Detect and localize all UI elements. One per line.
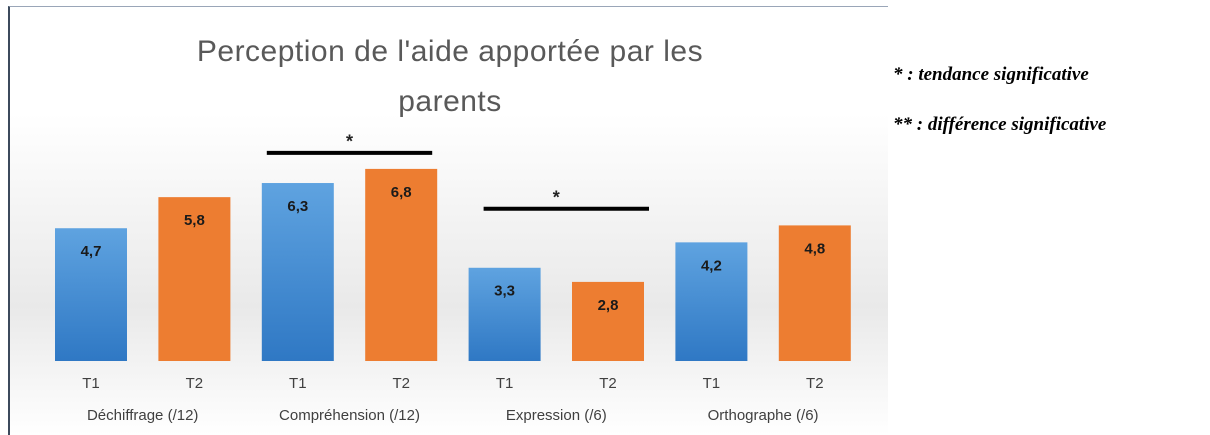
bar — [572, 281, 644, 361]
value-label: 4,7 — [81, 243, 102, 260]
bar — [158, 197, 231, 361]
x-group-label: Compréhension (/12) — [279, 407, 420, 424]
value-label: 5,8 — [184, 212, 205, 229]
significance-mark: * — [553, 188, 560, 208]
bar — [778, 225, 851, 361]
value-label: 4,2 — [701, 257, 722, 274]
x-tick-label: T1 — [289, 375, 307, 392]
value-label: 3,3 — [494, 283, 515, 300]
x-tick-label: T2 — [392, 375, 410, 392]
x-group-label: Déchiffrage (/12) — [87, 407, 198, 424]
value-label: 4,8 — [804, 240, 825, 257]
x-tick-label: T1 — [703, 375, 721, 392]
x-group-label: Expression (/6) — [506, 407, 607, 424]
bar — [468, 267, 541, 361]
x-tick-label: T1 — [496, 375, 514, 392]
bar — [55, 228, 127, 361]
bar — [675, 242, 748, 361]
note: ** : différence significative — [893, 114, 1107, 135]
x-group-label: Orthographe (/6) — [708, 407, 819, 424]
chart: Déchiffrage (/12) 4,7 T1 5,8 T2 Compréhension… — [55, 132, 851, 424]
value-label: 6,8 — [391, 184, 412, 201]
chart-title: Perception de l'aide apportée par les pa… — [196, 35, 704, 118]
significance-mark: * — [346, 132, 353, 152]
chart-frame: Perception de l'aide apportée par les pa… — [8, 6, 888, 435]
x-tick-label: T2 — [806, 375, 824, 392]
x-tick-label: T2 — [186, 375, 204, 392]
value-label: 6,3 — [287, 198, 308, 215]
x-tick-label: T2 — [599, 375, 617, 392]
note: * : tendance significative — [893, 64, 1089, 85]
x-tick-label: T1 — [82, 375, 100, 392]
value-label: 2,8 — [598, 297, 619, 314]
bar — [261, 183, 334, 361]
bar — [365, 168, 438, 361]
